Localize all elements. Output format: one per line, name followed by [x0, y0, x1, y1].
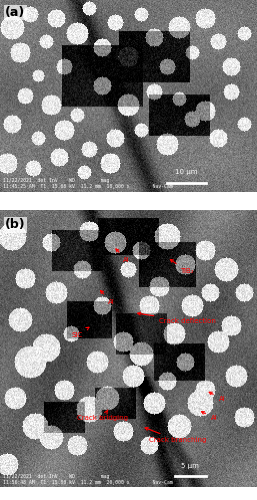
- Text: (b): (b): [5, 218, 26, 232]
- Text: Al: Al: [201, 412, 217, 421]
- Text: Al: Al: [116, 249, 130, 263]
- Text: TiB₂: TiB₂: [170, 260, 194, 274]
- Text: Al: Al: [100, 290, 115, 304]
- Text: Crack branching: Crack branching: [145, 428, 206, 444]
- Text: Crack bridging: Crack bridging: [77, 410, 128, 421]
- Text: Al: Al: [209, 392, 225, 402]
- Text: (a): (a): [5, 6, 25, 19]
- Text: 5 μm: 5 μm: [181, 464, 199, 469]
- Text: SiC: SiC: [72, 327, 89, 338]
- Text: 10 μm: 10 μm: [175, 169, 198, 175]
- Text: 11/22/2021  det InV    WD         mag           
11:56:48 AM  T1  15.00 kV  11.2: 11/22/2021 det InV WD mag 11:56:48 AM T1…: [3, 474, 172, 484]
- Text: 11/22/2021  det InV    WD         mag           
11:45:25 AM  T1  15.00 kV  11.2: 11/22/2021 det InV WD mag 11:45:25 AM T1…: [3, 178, 172, 188]
- Text: Crack deflection: Crack deflection: [137, 312, 216, 324]
